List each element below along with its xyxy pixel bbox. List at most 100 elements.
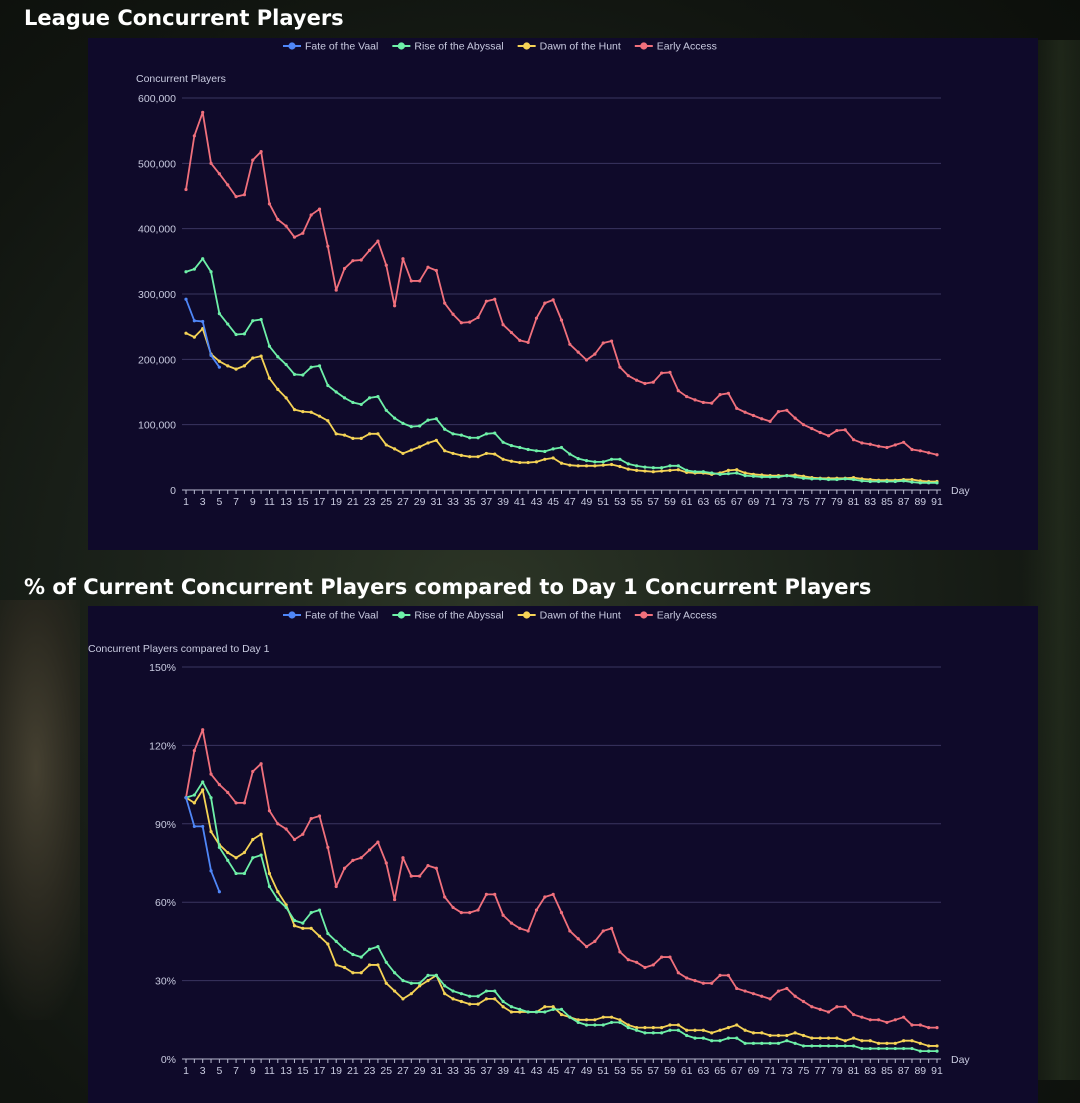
legend-item-early-access[interactable]: Early Access	[634, 610, 717, 622]
data-point[interactable]	[660, 466, 664, 470]
data-point[interactable]	[459, 911, 463, 915]
data-point[interactable]	[885, 1020, 889, 1025]
data-point[interactable]	[301, 926, 305, 930]
data-point[interactable]	[726, 391, 730, 395]
data-point[interactable]	[367, 396, 372, 400]
data-point[interactable]	[584, 464, 589, 468]
data-point[interactable]	[685, 976, 689, 980]
data-point[interactable]	[376, 239, 380, 243]
data-point[interactable]	[843, 1039, 847, 1043]
data-point[interactable]	[251, 356, 255, 360]
data-point[interactable]	[509, 330, 514, 335]
data-point[interactable]	[451, 312, 455, 316]
data-point[interactable]	[693, 470, 697, 474]
data-point[interactable]	[401, 979, 405, 983]
data-point[interactable]	[376, 963, 380, 967]
data-point[interactable]	[367, 947, 372, 951]
data-point[interactable]	[676, 389, 680, 393]
data-point[interactable]	[493, 997, 497, 1001]
data-point[interactable]	[301, 410, 305, 414]
data-point[interactable]	[301, 832, 305, 836]
data-point[interactable]	[251, 158, 255, 162]
data-point[interactable]	[543, 457, 547, 461]
data-point[interactable]	[601, 1023, 605, 1027]
data-point[interactable]	[710, 471, 714, 475]
data-point[interactable]	[201, 110, 205, 114]
data-point[interactable]	[626, 467, 630, 471]
data-point[interactable]	[551, 298, 555, 302]
data-point[interactable]	[443, 427, 447, 431]
data-point[interactable]	[676, 464, 680, 468]
data-point[interactable]	[276, 897, 280, 902]
data-point[interactable]	[259, 354, 263, 358]
legend-item-dawn-of-the-hunt[interactable]: Dawn of the Hunt	[517, 610, 621, 622]
data-point[interactable]	[426, 864, 430, 868]
data-point[interactable]	[710, 401, 714, 405]
data-point[interactable]	[843, 477, 847, 481]
data-point[interactable]	[660, 1026, 664, 1030]
data-point[interactable]	[876, 1046, 881, 1051]
data-point[interactable]	[643, 1031, 647, 1035]
data-point[interactable]	[409, 874, 413, 878]
data-point[interactable]	[409, 425, 413, 429]
data-point[interactable]	[459, 992, 463, 996]
data-point[interactable]	[818, 477, 822, 481]
data-point[interactable]	[409, 279, 413, 283]
data-point[interactable]	[192, 267, 196, 271]
data-point[interactable]	[593, 464, 597, 468]
data-point[interactable]	[501, 457, 505, 461]
data-point[interactable]	[493, 452, 497, 456]
data-point[interactable]	[568, 463, 572, 467]
data-point[interactable]	[459, 321, 463, 325]
data-point[interactable]	[259, 832, 263, 836]
data-point[interactable]	[201, 788, 205, 792]
data-point[interactable]	[226, 322, 230, 326]
data-point[interactable]	[635, 1028, 639, 1032]
data-point[interactable]	[910, 480, 914, 484]
data-point[interactable]	[359, 402, 363, 407]
data-point[interactable]	[359, 856, 363, 860]
data-point[interactable]	[685, 394, 689, 399]
data-point[interactable]	[785, 1033, 789, 1038]
data-point[interactable]	[626, 1026, 630, 1030]
data-point[interactable]	[701, 981, 705, 985]
data-point[interactable]	[826, 477, 831, 482]
data-point[interactable]	[518, 1010, 522, 1014]
data-point[interactable]	[660, 1031, 664, 1035]
data-point[interactable]	[393, 304, 397, 308]
data-point[interactable]	[676, 971, 680, 975]
data-point[interactable]	[935, 481, 939, 485]
data-point[interactable]	[326, 931, 330, 936]
legend-item-rise-of-the-abyssal[interactable]: Rise of the Abyssal	[392, 610, 504, 622]
data-point[interactable]	[509, 1005, 514, 1009]
data-point[interactable]	[593, 1018, 597, 1022]
data-point[interactable]	[234, 195, 238, 199]
data-point[interactable]	[476, 908, 480, 912]
data-point[interactable]	[760, 1031, 764, 1035]
data-point[interactable]	[751, 474, 756, 478]
data-point[interactable]	[927, 1049, 931, 1053]
data-point[interactable]	[635, 468, 639, 472]
data-point[interactable]	[584, 459, 589, 463]
data-point[interactable]	[601, 460, 605, 464]
data-point[interactable]	[251, 856, 255, 860]
data-point[interactable]	[551, 892, 555, 896]
data-point[interactable]	[359, 971, 363, 975]
data-point[interactable]	[743, 1041, 747, 1045]
data-point[interactable]	[935, 1049, 939, 1053]
data-point[interactable]	[418, 279, 422, 283]
data-point[interactable]	[393, 897, 397, 902]
data-point[interactable]	[192, 319, 196, 323]
data-point[interactable]	[559, 318, 564, 322]
data-point[interactable]	[217, 890, 221, 894]
data-point[interactable]	[876, 444, 881, 448]
data-point[interactable]	[192, 801, 196, 805]
data-point[interactable]	[317, 414, 322, 418]
data-point[interactable]	[851, 1044, 856, 1048]
data-point[interactable]	[267, 884, 272, 889]
data-point[interactable]	[292, 918, 297, 923]
data-point[interactable]	[584, 945, 589, 949]
data-point[interactable]	[576, 457, 580, 461]
data-point[interactable]	[251, 837, 255, 842]
data-point[interactable]	[184, 331, 188, 335]
